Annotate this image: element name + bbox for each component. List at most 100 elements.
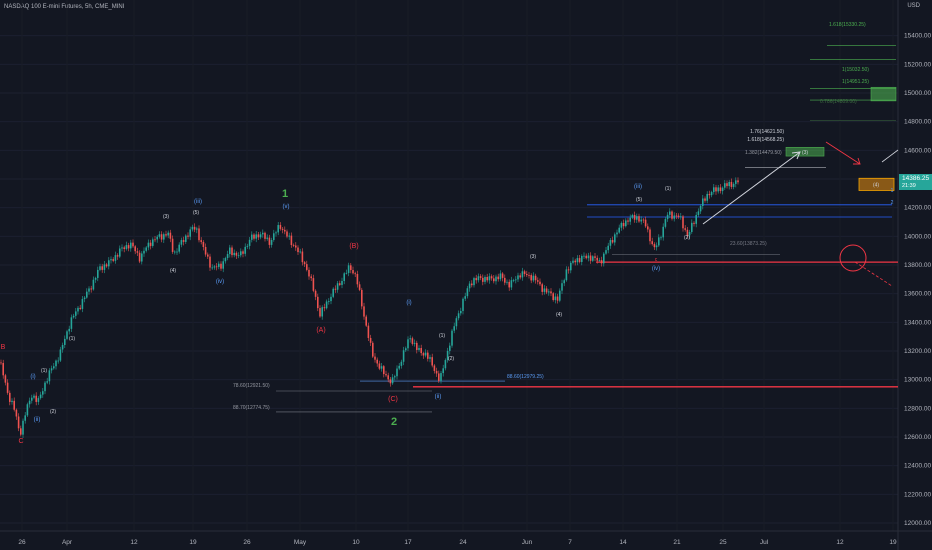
candle-body xyxy=(99,266,101,270)
candle-body xyxy=(673,215,675,219)
target-box-green xyxy=(870,86,897,102)
candle-body xyxy=(165,234,167,236)
fib-label-1618-top: 1.618(15330.25) xyxy=(829,22,866,28)
fib-label-1-top: 1(15032.50) xyxy=(842,67,869,73)
candle-body xyxy=(103,264,106,270)
candle-body xyxy=(600,260,603,264)
candle-body xyxy=(607,245,609,251)
y-tick-label: 14200.00 xyxy=(904,205,931,212)
candle-body xyxy=(207,254,209,257)
x-tick-label: Jun xyxy=(522,539,533,546)
candle-body xyxy=(273,233,275,240)
candle-body xyxy=(695,214,697,224)
candle-body xyxy=(587,255,590,259)
candle-body xyxy=(721,187,724,192)
candle-body xyxy=(121,247,123,249)
candle-body xyxy=(68,328,70,332)
candle-body xyxy=(435,370,438,374)
x-tick-label: Jul xyxy=(760,539,769,546)
candle-body xyxy=(61,344,64,350)
candle-body xyxy=(143,250,145,254)
sub-2-left: (2) xyxy=(50,409,56,415)
candle-body xyxy=(22,420,24,435)
candle-body xyxy=(625,220,627,227)
candle-body xyxy=(598,260,601,261)
candle-body xyxy=(240,251,242,256)
candle-body xyxy=(510,280,513,288)
candle-body xyxy=(592,256,594,261)
candle-body xyxy=(295,245,297,248)
candle-body xyxy=(537,280,539,282)
x-tick-label: 14 xyxy=(619,539,627,546)
candle-body xyxy=(163,234,165,240)
candles xyxy=(0,177,739,438)
fib-label-786: 78.60(12921.50) xyxy=(233,383,270,389)
candle-body xyxy=(31,397,33,401)
candle-body xyxy=(488,276,491,281)
candle-body xyxy=(204,246,207,255)
candle-body xyxy=(688,231,691,236)
y-tick-label: 12400.00 xyxy=(904,463,931,470)
candle-body xyxy=(178,244,180,252)
candle-body xyxy=(66,331,68,339)
candle-body xyxy=(255,234,257,239)
candle-body xyxy=(680,216,682,218)
candle-body xyxy=(112,259,114,261)
projection-arrow xyxy=(702,151,801,225)
candle-body xyxy=(6,382,9,393)
candle-body xyxy=(710,192,713,196)
candle-body xyxy=(229,247,231,255)
candle-body xyxy=(376,359,378,364)
candle-body xyxy=(596,257,598,261)
candle-body xyxy=(209,256,211,268)
candle-body xyxy=(237,255,240,257)
candle-body xyxy=(728,181,730,187)
candle-body xyxy=(297,247,299,253)
sub-r4-label: (4) xyxy=(556,312,562,318)
candle-body xyxy=(649,229,651,242)
candle-body xyxy=(372,342,374,357)
candle-body xyxy=(433,365,436,371)
candle-body xyxy=(262,232,264,235)
y-tick-label: 14000.00 xyxy=(904,233,931,240)
candle-body xyxy=(127,245,130,249)
candle-body xyxy=(222,261,224,269)
candle-body xyxy=(554,296,557,301)
candle-body xyxy=(182,240,185,242)
candle-body xyxy=(180,240,183,245)
candle-body xyxy=(378,363,381,369)
y-tick-label: 13200.00 xyxy=(904,348,931,355)
candle-body xyxy=(644,219,647,227)
candle-body xyxy=(301,251,304,263)
candle-body xyxy=(389,379,392,384)
candle-body xyxy=(559,290,561,301)
candle-body xyxy=(684,228,686,230)
candle-body xyxy=(64,338,66,345)
wave-v-label: (v) xyxy=(283,204,290,210)
x-tick-label: 19 xyxy=(189,539,197,546)
candle-body xyxy=(328,301,330,302)
candle-body xyxy=(651,241,653,245)
candle-body xyxy=(482,277,484,282)
sub-r5-label: (5) xyxy=(636,197,642,203)
candle-body xyxy=(37,398,40,402)
candle-body xyxy=(268,237,271,245)
fib-label-1382: 1.382(14479.50) xyxy=(745,150,782,156)
candle-body xyxy=(11,400,13,402)
candle-body xyxy=(633,214,636,220)
candle-body xyxy=(552,293,554,301)
wave-B-left-label: B xyxy=(1,344,6,351)
candle-body xyxy=(154,239,156,241)
sub-r3-label: (3) xyxy=(530,254,536,260)
candle-body xyxy=(59,349,62,361)
candle-body xyxy=(138,252,141,262)
candle-body xyxy=(72,315,75,318)
candle-body xyxy=(563,280,565,284)
candle-body xyxy=(585,255,587,259)
candle-body xyxy=(479,276,482,278)
wave-2-label: 2 xyxy=(391,416,397,428)
candle-body xyxy=(281,228,284,230)
wave-r-iii-label: (iii) xyxy=(634,184,642,190)
